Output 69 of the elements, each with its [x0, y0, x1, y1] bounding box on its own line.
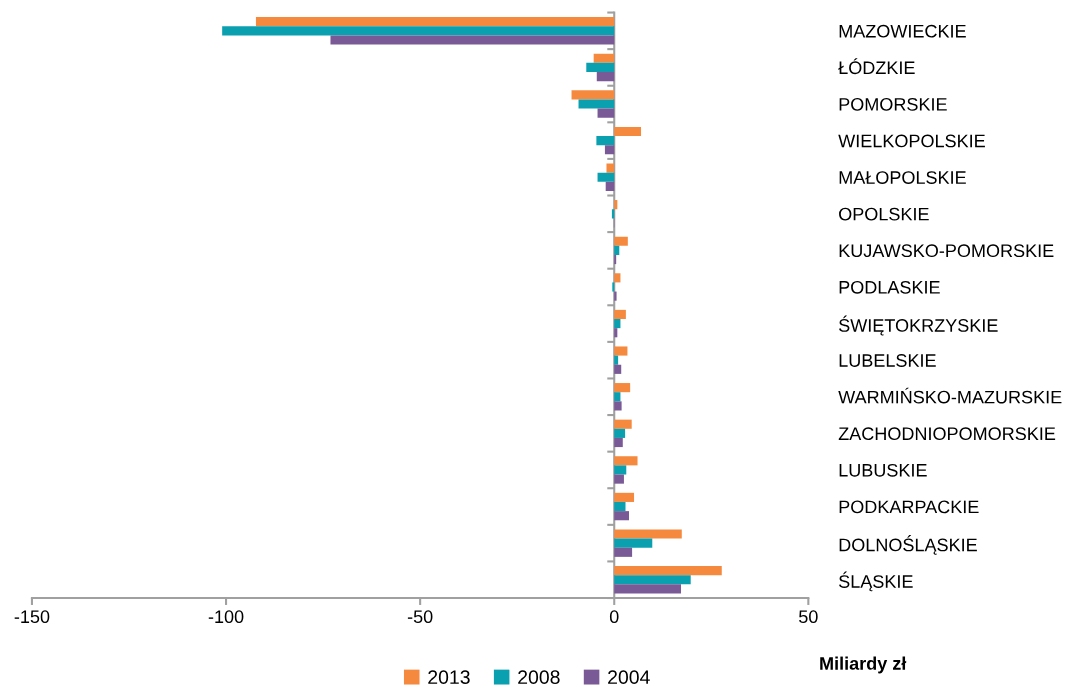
bar: [571, 90, 615, 100]
bar: [614, 200, 618, 210]
bar: [614, 383, 631, 393]
legend-label: 2004: [608, 670, 650, 685]
bar: [586, 62, 615, 73]
bar: [604, 145, 615, 155]
bar: [614, 566, 722, 576]
bar: [614, 584, 682, 594]
x-axis-title: Miliardy zł: [820, 656, 907, 674]
y-tick-label: PODLASKIE: [839, 280, 940, 294]
bar: [578, 99, 615, 109]
y-tick-label: DOLNOŚLĄSKIE: [839, 534, 977, 555]
y-tick-label: POMORSKIE: [839, 97, 947, 111]
y-tick-label: ŁÓDZKIE: [838, 58, 915, 75]
y-tick-label: WIELKOPOLSKIE: [838, 134, 985, 148]
bar: [614, 465, 627, 475]
bar: [330, 35, 615, 45]
bar: [614, 511, 629, 521]
bar: [593, 53, 615, 63]
bar: [597, 108, 615, 118]
bar: [614, 328, 618, 338]
bar: [605, 181, 615, 191]
y-tick-label: KUJAWSKO-POMORSKIE: [839, 244, 1054, 258]
y-tick-label: ŚLĄSKIE: [839, 571, 913, 592]
bar: [614, 529, 682, 539]
bar: [614, 437, 623, 448]
x-tick-label: -100: [208, 610, 244, 624]
bar: [614, 273, 621, 283]
y-tick-label: LUBUSKIE: [839, 463, 927, 477]
bar: [222, 26, 615, 36]
legend-label: 2013: [428, 670, 470, 685]
bar: [614, 245, 620, 255]
bar: [614, 456, 638, 466]
bar: [614, 236, 628, 246]
bar: [614, 538, 653, 548]
bar: [614, 547, 633, 557]
bar: [614, 126, 642, 137]
bar: [606, 163, 615, 173]
bar: [614, 575, 691, 585]
bar: [614, 474, 624, 484]
y-tick-label: WARMIŃSKO-MAZURSKIE: [838, 387, 1062, 404]
y-tick-label: ŚWIĘTOKRZYSKIE: [839, 315, 998, 336]
bar: [614, 346, 628, 356]
bar: [596, 72, 615, 82]
x-tick-label: 0: [609, 610, 619, 624]
y-tick-label: MAŁOPOLSKIE: [839, 171, 966, 184]
bar: [614, 309, 626, 320]
bar: [614, 501, 626, 512]
x-tick-label: 50: [799, 610, 818, 624]
bar: [614, 392, 621, 402]
bar: [614, 492, 635, 502]
y-tick-label: LUBELSKIE: [839, 354, 936, 367]
y-tick-label: PODKARPACKIE: [839, 500, 979, 514]
bar: [614, 364, 622, 374]
bar: [614, 428, 626, 438]
bar: [614, 355, 619, 365]
y-tick-label: OPOLSKIE: [839, 207, 929, 221]
legend-label: 2008: [518, 670, 560, 685]
y-tick-label: MAZOWIECKIE: [839, 24, 966, 38]
bar: [614, 401, 622, 411]
x-tick-label: -50: [407, 610, 433, 624]
x-tick-label: -150: [14, 610, 50, 624]
bar: [614, 419, 632, 429]
bar: [614, 319, 621, 329]
bar: [255, 17, 615, 27]
y-tick-label: ZACHODNIOPOMORSKIE: [838, 427, 1056, 441]
bar: [597, 172, 615, 182]
bar: [614, 291, 617, 301]
bar: [596, 136, 615, 146]
